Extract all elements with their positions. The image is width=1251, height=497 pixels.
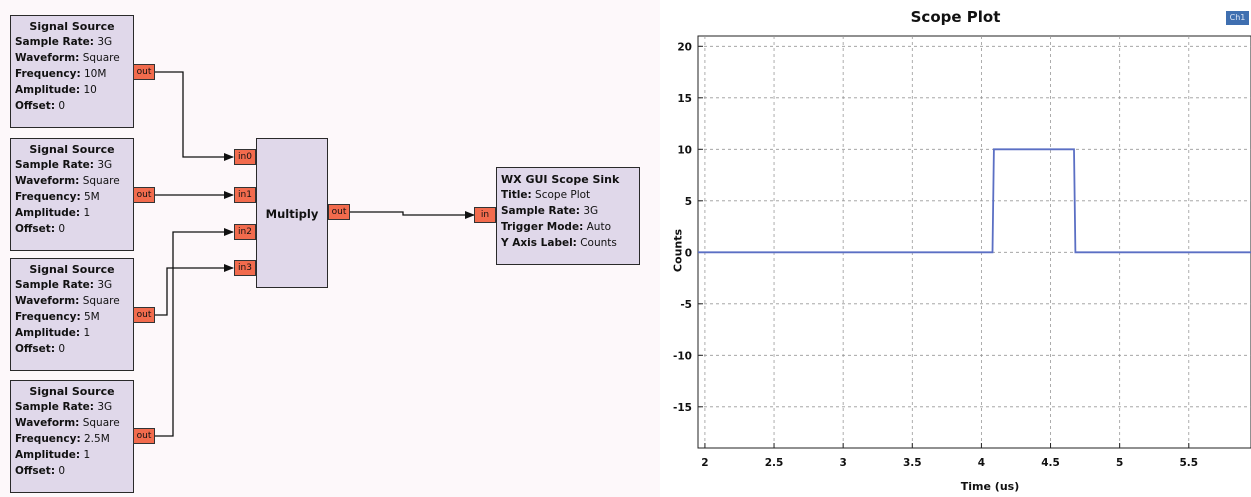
- y-tick-label: 20: [677, 41, 692, 53]
- param-row: Amplitude: 1: [15, 207, 91, 219]
- multiply-out-port[interactable]: out: [328, 204, 350, 220]
- y-axis-label: Counts: [671, 228, 685, 273]
- y-tick-label: 15: [677, 93, 692, 105]
- x-axis-label: Time (us): [960, 480, 1020, 493]
- scope-sink-block[interactable]: WX GUI Scope Sink Title: Scope Plot Samp…: [496, 167, 640, 265]
- y-tick-label: 5: [685, 196, 692, 208]
- x-tick-label: 5.5: [1179, 457, 1198, 469]
- param-row: Sample Rate: 3G: [15, 36, 113, 48]
- x-tick-label: 2.5: [765, 457, 784, 469]
- y-tick-label: 10: [677, 144, 692, 156]
- block-title: Signal Source: [29, 143, 115, 156]
- out-port-1[interactable]: out: [133, 64, 155, 80]
- param-row: Frequency: 5M: [15, 191, 100, 203]
- block-title: WX GUI Scope Sink: [501, 173, 620, 186]
- x-tick-label: 5: [1116, 457, 1123, 469]
- channel-button[interactable]: Ch1: [1226, 11, 1249, 25]
- out-port-3[interactable]: out: [133, 307, 155, 323]
- block-title: Multiply: [265, 207, 319, 221]
- out-port-4[interactable]: out: [133, 428, 155, 444]
- out-port-2[interactable]: out: [133, 187, 155, 203]
- signal-source-block-2[interactable]: Signal Source Sample Rate: 3G Waveform: …: [10, 138, 134, 251]
- param-row: Offset: 0: [15, 465, 66, 477]
- param-row: Trigger Mode: Auto: [501, 221, 612, 233]
- param-row: Sample Rate: 3G: [15, 279, 113, 291]
- block-title: Signal Source: [29, 263, 115, 276]
- x-tick-label: 3.5: [903, 457, 922, 469]
- signal-source-block-3[interactable]: Signal Source Sample Rate: 3G Waveform: …: [10, 258, 134, 371]
- param-row: Frequency: 2.5M: [15, 433, 110, 445]
- in0-port[interactable]: in0: [234, 149, 256, 165]
- param-row: Amplitude: 1: [15, 327, 91, 339]
- param-row: Sample Rate: 3G: [501, 205, 599, 217]
- block-title: Signal Source: [29, 385, 115, 398]
- y-tick-label: -10: [673, 350, 692, 362]
- param-row: Offset: 0: [15, 343, 66, 355]
- ch1-series-line: [698, 148, 1251, 254]
- y-tick-label: -5: [680, 299, 692, 311]
- param-row: Offset: 0: [15, 223, 66, 235]
- x-tick-label: 4.5: [1041, 457, 1060, 469]
- y-tick-label: 0: [685, 247, 692, 259]
- param-row: Amplitude: 1: [15, 449, 91, 461]
- multiply-block[interactable]: Multiply: [256, 138, 328, 288]
- sink-in-port[interactable]: in: [474, 207, 496, 223]
- flowgraph-canvas: Signal Source Sample Rate: 3G Waveform: …: [10, 15, 640, 493]
- in2-port[interactable]: in2: [234, 224, 256, 240]
- param-row: Waveform: Square: [15, 175, 120, 187]
- wire-source1-in0: [154, 71, 234, 161]
- wire-multiply-sink: [349, 211, 475, 219]
- param-row: Title: Scope Plot: [501, 189, 591, 201]
- param-row: Frequency: 5M: [15, 311, 100, 323]
- param-row: Waveform: Square: [15, 417, 120, 429]
- in3-port[interactable]: in3: [234, 260, 256, 276]
- param-row: Sample Rate: 3G: [15, 401, 113, 413]
- connection-wires: [154, 71, 475, 437]
- in1-port[interactable]: in1: [234, 187, 256, 203]
- param-row: Waveform: Square: [15, 295, 120, 307]
- param-row: Sample Rate: 3G: [15, 159, 113, 171]
- signal-source-block-4[interactable]: Signal Source Sample Rate: 3G Waveform: …: [10, 380, 134, 493]
- x-tick-label: 4: [978, 457, 985, 469]
- block-title: Signal Source: [29, 20, 115, 33]
- param-row: Amplitude: 10: [15, 84, 97, 96]
- param-row: Y Axis Label: Counts: [501, 237, 617, 249]
- signal-source-block-1[interactable]: Signal Source Sample Rate: 3G Waveform: …: [10, 15, 134, 128]
- scope-plot-area: 2 2.5 3 3.5 4 4.5 5 5.5 20 15 10 5 0 -5 -10 -15: [673, 35, 1251, 469]
- param-row: Waveform: Square: [15, 52, 120, 64]
- plot-frame: [697, 35, 1251, 449]
- x-tick-label: 3: [840, 457, 847, 469]
- scope-title: Scope Plot: [910, 8, 1001, 26]
- param-row: Frequency: 10M: [15, 68, 107, 80]
- y-tick-label: -15: [673, 402, 692, 414]
- scope-plot-window: Scope Plot Ch1 2 2.5 3 3.5 4 4.5 5 5.5 20 15 10 5 0 -…: [660, 0, 1251, 497]
- wire-source4-in2: [154, 228, 234, 437]
- param-row: Offset: 0: [15, 100, 66, 112]
- x-tick-label: 2: [701, 457, 708, 469]
- wire-source3-in3: [154, 264, 234, 316]
